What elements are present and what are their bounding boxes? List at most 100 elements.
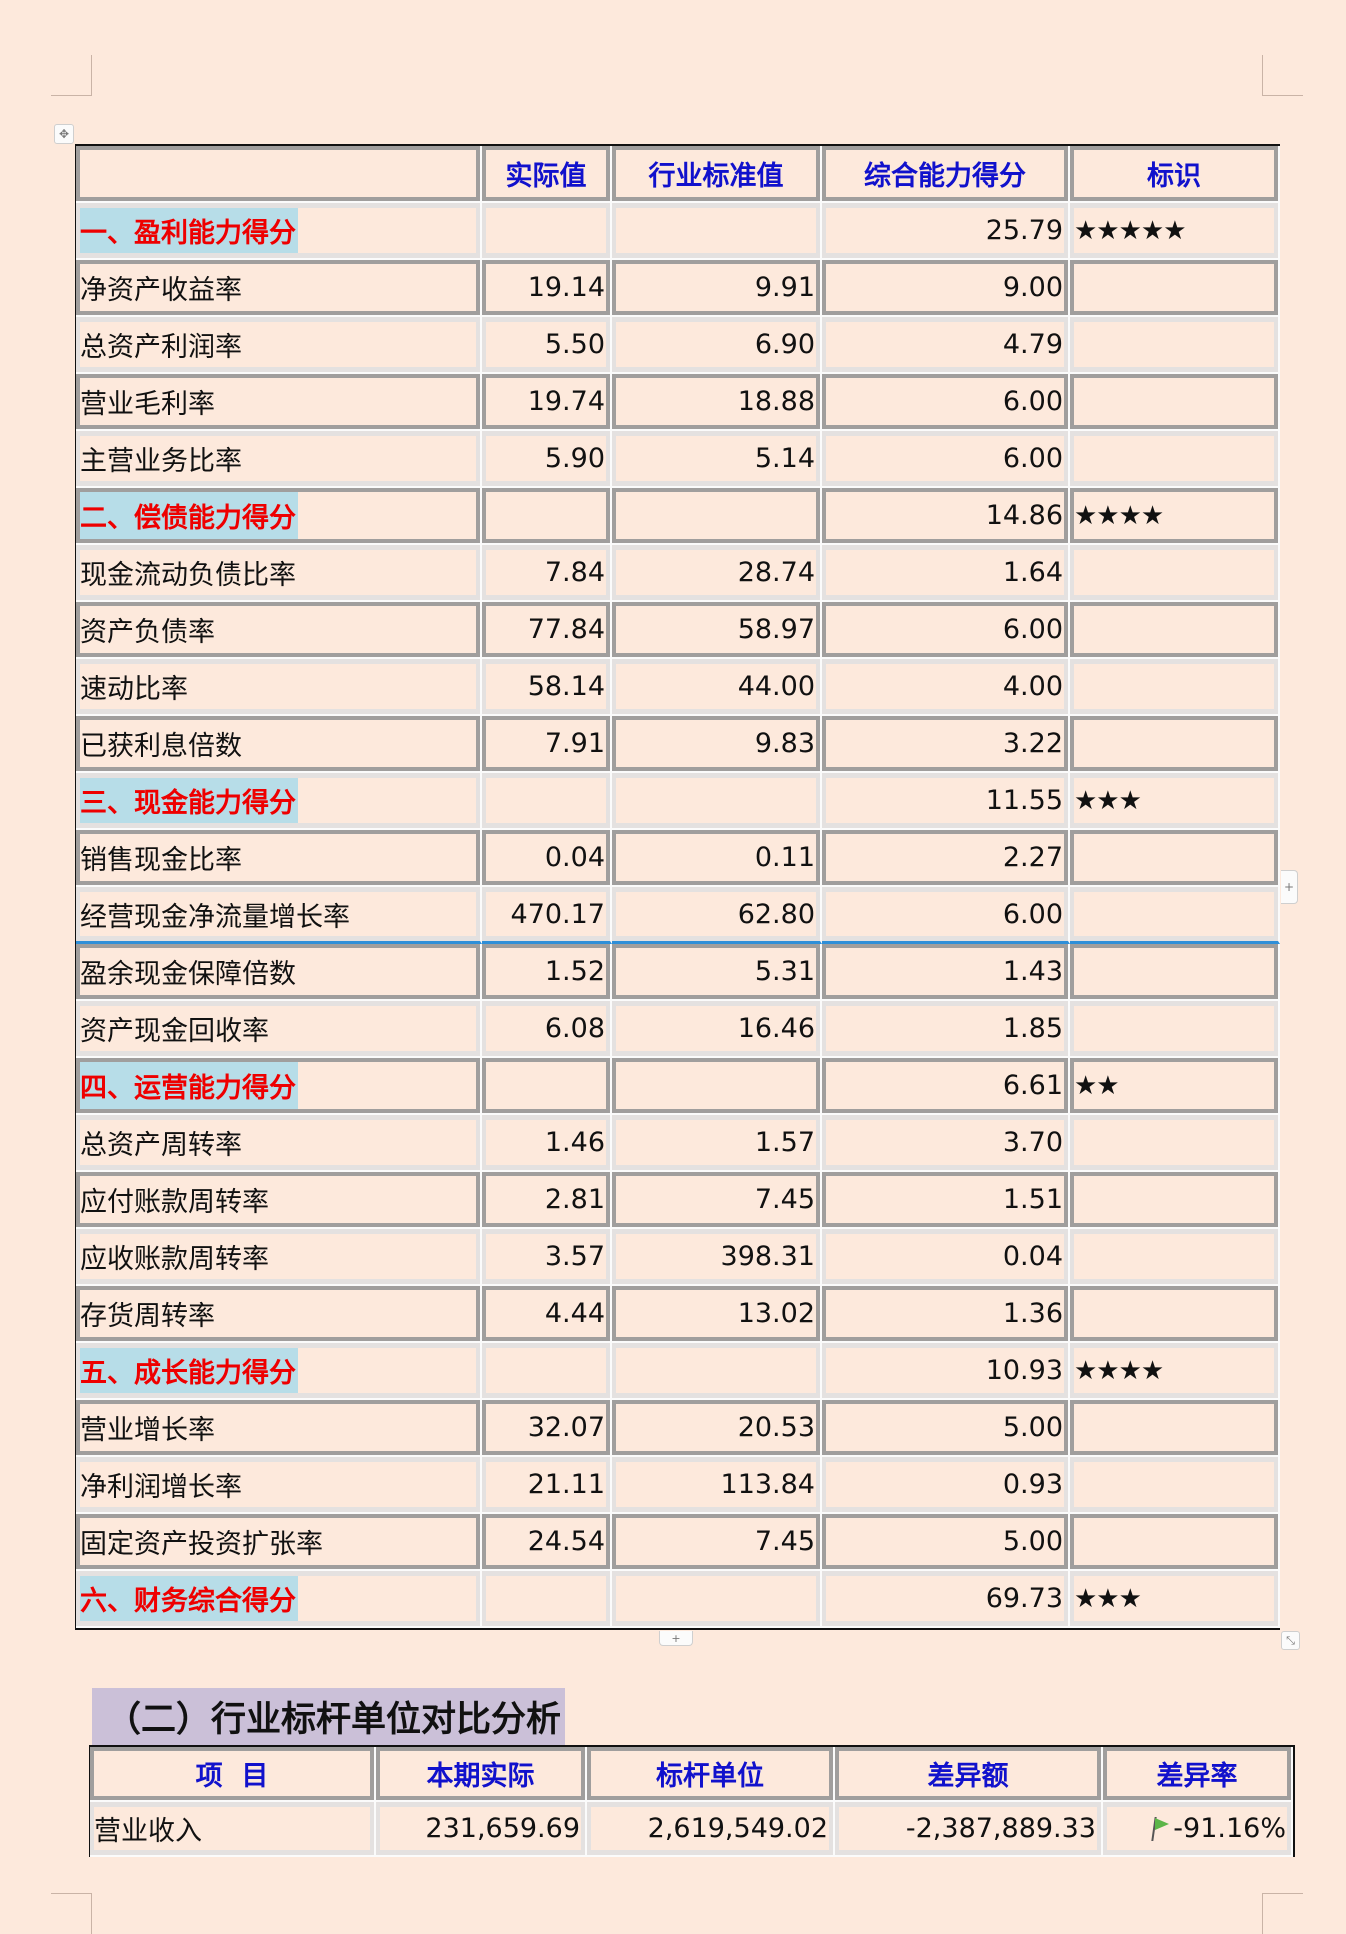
cell-score[interactable]: 1.64 (822, 545, 1070, 602)
cell-score[interactable]: 3.70 (822, 1115, 1070, 1172)
header-cell-standard[interactable]: 行业标准值 (612, 146, 822, 203)
bench-header-rate[interactable]: 差异率 (1103, 1747, 1293, 1802)
cell-score[interactable]: 1.36 (822, 1286, 1070, 1343)
cell-actual[interactable]: 21.11 (482, 1457, 612, 1514)
cell-score[interactable]: 0.04 (822, 1229, 1070, 1286)
cell-score[interactable]: 5.00 (822, 1400, 1070, 1457)
cell-mark[interactable] (1070, 1115, 1280, 1172)
cell-label[interactable]: 一、盈利能力得分 (76, 203, 482, 260)
cell-mark[interactable] (1070, 944, 1280, 1001)
header-cell-actual[interactable]: 实际值 (482, 146, 612, 203)
cell-mark[interactable] (1070, 260, 1280, 317)
cell-label[interactable]: 三、现金能力得分 (76, 773, 482, 830)
cell-label[interactable]: 四、运营能力得分 (76, 1058, 482, 1115)
cell-standard[interactable]: 7.45 (612, 1514, 822, 1571)
cell-standard[interactable] (612, 773, 822, 830)
add-row-button[interactable]: + (659, 1631, 693, 1646)
bench-header-actual[interactable]: 本期实际 (376, 1747, 587, 1802)
cell-actual[interactable] (482, 773, 612, 830)
cell-actual[interactable]: 32.07 (482, 1400, 612, 1457)
cell-label[interactable]: 现金流动负债比率 (76, 545, 482, 602)
cell-label[interactable]: 销售现金比率 (76, 830, 482, 887)
bench-header-diff[interactable]: 差异额 (835, 1747, 1103, 1802)
cell-label[interactable]: 净利润增长率 (76, 1457, 482, 1514)
cell-actual[interactable]: 470.17 (482, 887, 612, 944)
cell-score[interactable]: 4.00 (822, 659, 1070, 716)
cell-actual[interactable]: 5.50 (482, 317, 612, 374)
cell-standard[interactable]: 5.31 (612, 944, 822, 1001)
cell-score[interactable]: 0.93 (822, 1457, 1070, 1514)
cell-label[interactable]: 二、偿债能力得分 (76, 488, 482, 545)
cell-mark[interactable] (1070, 1229, 1280, 1286)
cell-actual[interactable]: 1.46 (482, 1115, 612, 1172)
cell-mark[interactable] (1070, 1286, 1280, 1343)
cell-label[interactable]: 总资产利润率 (76, 317, 482, 374)
table-move-handle-icon[interactable]: ✥ (54, 124, 74, 144)
cell-standard[interactable]: 20.53 (612, 1400, 822, 1457)
cell-actual[interactable]: 77.84 (482, 602, 612, 659)
cell-score[interactable]: 6.61 (822, 1058, 1070, 1115)
cell-label[interactable]: 存货周转率 (76, 1286, 482, 1343)
cell-standard[interactable]: 6.90 (612, 317, 822, 374)
cell-label[interactable]: 资产现金回收率 (76, 1001, 482, 1058)
header-cell-item[interactable] (76, 146, 482, 203)
cell-score[interactable]: 6.00 (822, 431, 1070, 488)
cell-score[interactable]: 1.43 (822, 944, 1070, 1001)
bench-cell-actual[interactable]: 231,659.69 (376, 1802, 587, 1857)
cell-actual[interactable]: 0.04 (482, 830, 612, 887)
cell-score[interactable]: 11.55 (822, 773, 1070, 830)
cell-mark[interactable] (1070, 1457, 1280, 1514)
cell-mark[interactable]: ★★ (1070, 1058, 1280, 1115)
cell-standard[interactable]: 18.88 (612, 374, 822, 431)
cell-score[interactable]: 5.00 (822, 1514, 1070, 1571)
cell-actual[interactable]: 19.14 (482, 260, 612, 317)
cell-standard[interactable]: 9.83 (612, 716, 822, 773)
cell-score[interactable]: 25.79 (822, 203, 1070, 260)
cell-mark[interactable]: ★★★★★ (1070, 203, 1280, 260)
cell-actual[interactable] (482, 1571, 612, 1628)
cell-actual[interactable]: 1.52 (482, 944, 612, 1001)
cell-standard[interactable]: 0.11 (612, 830, 822, 887)
cell-standard[interactable]: 62.80 (612, 887, 822, 944)
cell-mark[interactable] (1070, 1001, 1280, 1058)
cell-actual[interactable]: 24.54 (482, 1514, 612, 1571)
cell-standard[interactable] (612, 1571, 822, 1628)
cell-mark[interactable] (1070, 659, 1280, 716)
cell-standard[interactable] (612, 1343, 822, 1400)
cell-actual[interactable] (482, 1058, 612, 1115)
cell-score[interactable]: 14.86 (822, 488, 1070, 545)
cell-mark[interactable]: ★★★ (1070, 773, 1280, 830)
cell-actual[interactable]: 5.90 (482, 431, 612, 488)
cell-standard[interactable]: 7.45 (612, 1172, 822, 1229)
cell-actual[interactable]: 7.84 (482, 545, 612, 602)
cell-standard[interactable]: 44.00 (612, 659, 822, 716)
cell-label[interactable]: 固定资产投资扩张率 (76, 1514, 482, 1571)
bench-cell-benchmark[interactable]: 2,619,549.02 (587, 1802, 835, 1857)
cell-standard[interactable]: 58.97 (612, 602, 822, 659)
cell-label[interactable]: 营业增长率 (76, 1400, 482, 1457)
cell-label[interactable]: 净资产收益率 (76, 260, 482, 317)
cell-score[interactable]: 4.79 (822, 317, 1070, 374)
cell-mark[interactable] (1070, 1172, 1280, 1229)
bench-header-item[interactable]: 项 目 (90, 1747, 376, 1802)
cell-actual[interactable] (482, 203, 612, 260)
cell-standard[interactable] (612, 203, 822, 260)
bench-cell-diff[interactable]: -2,387,889.33 (835, 1802, 1103, 1857)
cell-standard[interactable]: 28.74 (612, 545, 822, 602)
cell-label[interactable]: 经营现金净流量增长率 (76, 887, 482, 944)
cell-actual[interactable] (482, 1343, 612, 1400)
cell-score[interactable]: 6.00 (822, 887, 1070, 944)
cell-label[interactable]: 应收账款周转率 (76, 1229, 482, 1286)
cell-mark[interactable] (1070, 716, 1280, 773)
cell-label[interactable]: 总资产周转率 (76, 1115, 482, 1172)
cell-standard[interactable]: 16.46 (612, 1001, 822, 1058)
cell-standard[interactable]: 13.02 (612, 1286, 822, 1343)
cell-label[interactable]: 主营业务比率 (76, 431, 482, 488)
cell-mark[interactable] (1070, 887, 1280, 944)
cell-standard[interactable]: 9.91 (612, 260, 822, 317)
add-column-button[interactable]: + (1281, 870, 1298, 904)
cell-actual[interactable]: 4.44 (482, 1286, 612, 1343)
cell-actual[interactable]: 58.14 (482, 659, 612, 716)
cell-mark[interactable] (1070, 431, 1280, 488)
cell-actual[interactable]: 7.91 (482, 716, 612, 773)
